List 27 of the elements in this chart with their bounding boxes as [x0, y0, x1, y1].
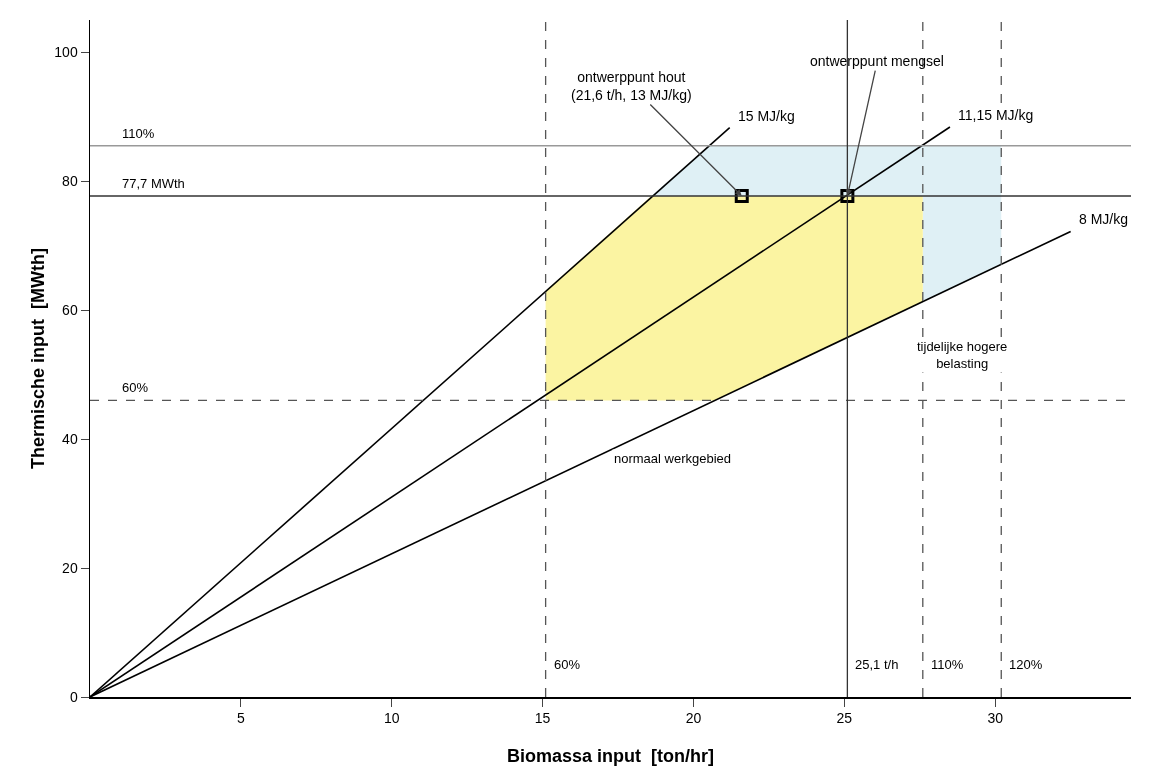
y-tick-label: 60	[62, 302, 78, 319]
y-tick-label: 40	[62, 431, 78, 447]
x-tick-label: 10	[383, 710, 400, 727]
annotation: normaal werkgebied	[614, 451, 732, 466]
y-axis-title: Thermische input [MWth]	[27, 248, 48, 469]
x-tick-label: 20	[685, 710, 702, 727]
annotation: 110%	[931, 657, 964, 672]
x-tick-label: 15	[534, 710, 551, 727]
y-tick-label: 80	[62, 173, 78, 190]
ref-line-label: 25,1 t/h	[855, 657, 899, 672]
annotation: 120%	[1009, 657, 1043, 672]
series-label: 15 MJ/kg	[738, 108, 795, 124]
y-tick-label: 20	[62, 559, 78, 576]
y-tick-label: 0	[69, 688, 78, 705]
x-tick-label: 30	[987, 710, 1004, 727]
y-tick-label: 100	[54, 44, 78, 61]
ref-line-label: 77,7 MWth	[122, 176, 185, 191]
annotation: tijdelijke hogere belasting	[917, 339, 1008, 371]
annotation: 60%	[554, 657, 581, 672]
annotation: 110%	[122, 126, 155, 141]
x-axis-title: Biomassa input [ton/hr]	[507, 745, 714, 766]
series-label: 8 MJ/kg	[1079, 211, 1129, 227]
series-label: 11,15 MJ/kg	[958, 107, 1034, 123]
x-tick-label: 5	[236, 710, 245, 727]
annotation: 60%	[122, 380, 149, 395]
x-tick-label: 25	[836, 710, 853, 727]
annotation: ontwerppunt hout (21,6 t/h, 13 MJ/kg)	[571, 69, 692, 104]
